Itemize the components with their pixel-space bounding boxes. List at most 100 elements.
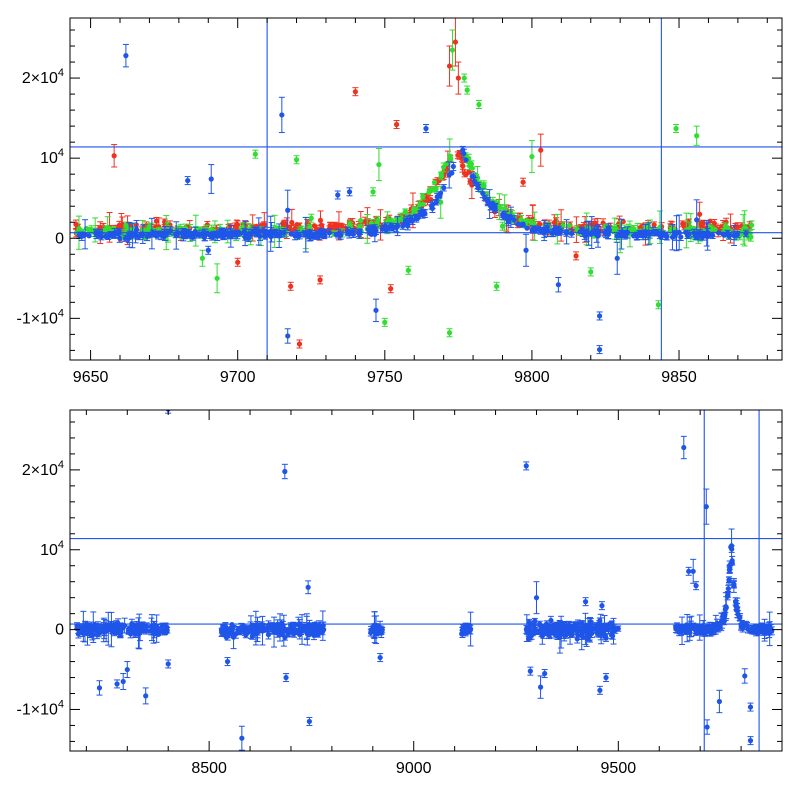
data-point — [485, 198, 491, 204]
data-point — [294, 222, 300, 228]
data-point — [555, 229, 561, 235]
data-point — [271, 629, 277, 635]
data-point — [464, 627, 470, 634]
data-point — [734, 232, 740, 238]
data-point — [505, 218, 512, 225]
data-point — [528, 219, 534, 226]
data-point — [475, 185, 481, 191]
data-point — [420, 193, 426, 199]
data-point — [560, 223, 566, 229]
data-point — [433, 186, 439, 192]
data-point — [248, 624, 254, 630]
data-point — [370, 189, 376, 195]
data-point — [346, 189, 353, 195]
data-point — [697, 211, 703, 217]
data-point — [426, 189, 432, 196]
data-point — [358, 218, 364, 224]
data-point — [272, 229, 278, 235]
data-point — [449, 47, 456, 53]
data-point — [286, 628, 292, 634]
data-point — [335, 192, 341, 198]
data-point — [655, 302, 662, 308]
data-point — [620, 218, 626, 225]
data-point — [400, 223, 406, 229]
data-point — [663, 233, 669, 239]
data-point — [384, 225, 390, 232]
data-point — [673, 230, 680, 236]
data-point — [327, 222, 333, 229]
data-point — [494, 283, 500, 289]
data-point — [155, 232, 161, 238]
data-point — [429, 201, 436, 208]
data-point — [472, 178, 478, 185]
data-point — [622, 232, 628, 238]
data-point — [694, 217, 700, 223]
x-tick-label: 9650 — [73, 369, 109, 386]
data-point — [199, 231, 205, 237]
data-point — [167, 222, 173, 228]
data-point — [438, 173, 445, 179]
data-point — [423, 125, 429, 132]
data-point — [459, 627, 465, 633]
data-point — [185, 177, 191, 184]
data-point — [405, 267, 411, 273]
data-point — [373, 307, 379, 313]
data-point — [393, 121, 400, 128]
data-point — [588, 269, 594, 275]
data-point — [137, 629, 143, 635]
data-point — [415, 205, 421, 212]
data-point — [388, 286, 394, 292]
data-point — [614, 255, 620, 261]
data-point — [520, 221, 526, 227]
data-point — [749, 222, 755, 228]
y-tick-label: 104 — [40, 147, 64, 167]
data-point — [129, 232, 135, 239]
plot-area — [70, 410, 782, 751]
data-point — [185, 230, 191, 236]
data-point — [221, 631, 228, 637]
data-point — [136, 233, 142, 239]
data-point — [596, 313, 603, 319]
data-point — [376, 161, 382, 168]
data-point — [518, 217, 524, 223]
data-point — [481, 182, 487, 188]
data-point — [638, 231, 644, 238]
data-point — [173, 232, 179, 239]
data-point — [446, 330, 453, 336]
data-point — [80, 623, 86, 629]
data-point — [288, 227, 294, 233]
data-point — [460, 163, 466, 169]
data-point — [404, 217, 410, 223]
data-point — [555, 282, 561, 288]
data-point — [499, 223, 506, 229]
data-point — [610, 226, 616, 232]
data-point — [111, 233, 117, 239]
data-point — [220, 624, 226, 630]
data-point — [279, 625, 285, 631]
data-point — [269, 624, 275, 630]
data-point — [155, 627, 161, 634]
data-point — [73, 221, 79, 227]
data-point — [455, 75, 461, 81]
data-point — [252, 151, 258, 157]
data-point — [316, 628, 322, 634]
data-point — [117, 626, 123, 632]
plot-frame — [69, 17, 783, 361]
data-point — [460, 147, 466, 153]
data-point — [238, 624, 245, 630]
data-point — [74, 623, 80, 629]
data-point — [452, 39, 459, 45]
data-point — [569, 230, 575, 236]
data-point — [418, 210, 424, 216]
data-point — [450, 163, 456, 170]
data-point — [317, 277, 323, 283]
data-point — [105, 624, 111, 630]
data-point — [234, 222, 241, 228]
data-point — [536, 225, 543, 232]
data-point — [515, 221, 521, 227]
data-point — [159, 627, 166, 633]
data-point — [448, 156, 454, 162]
data-point — [461, 170, 468, 177]
data-point — [595, 230, 601, 236]
